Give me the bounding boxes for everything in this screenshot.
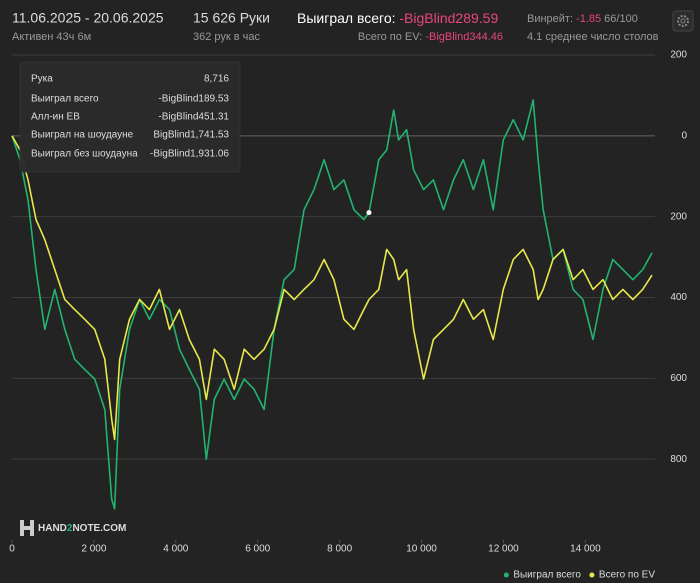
hands: 15 626 Руки bbox=[193, 10, 270, 26]
ev-label: Всего по EV: bbox=[358, 31, 425, 43]
y-tick-label: 800 bbox=[670, 454, 687, 465]
winrate-unit: 66/100 bbox=[604, 13, 638, 25]
tooltip-label: Алл-ин EB bbox=[31, 112, 80, 123]
y-tick-label: 400 bbox=[670, 292, 687, 303]
x-tick-label: 10 000 bbox=[406, 544, 437, 555]
tables: 4.1 среднее число столов bbox=[527, 31, 659, 43]
logo-part: 2 bbox=[67, 523, 73, 534]
hover-point bbox=[366, 210, 372, 216]
x-tick-label: 4 000 bbox=[163, 544, 188, 555]
legend-label: Всего по EV bbox=[599, 570, 655, 581]
x-tick-label: 14 000 bbox=[570, 544, 601, 555]
hands-per-hour: 362 рук в час bbox=[193, 31, 261, 43]
logo-text: HAND2NOTE.COM bbox=[38, 523, 126, 534]
logo: HAND2NOTE.COM bbox=[20, 520, 126, 536]
tooltip-label: Выиграл всего bbox=[31, 94, 99, 105]
tooltip-box bbox=[19, 61, 241, 173]
tooltip-value: 8,716 bbox=[204, 74, 229, 85]
ev-value: -BigBlind344.46 bbox=[425, 31, 503, 43]
plot bbox=[11, 54, 655, 543]
x-tick-label: 8 000 bbox=[327, 544, 352, 555]
settings-button[interactable] bbox=[672, 10, 694, 32]
date-range: 11.06.2025 - 20.06.2025 bbox=[12, 10, 164, 26]
x-tick-label: 6 000 bbox=[245, 544, 270, 555]
legend-label: Выиграл всего bbox=[513, 570, 581, 581]
won-label: Выиграл всего: bbox=[297, 10, 399, 26]
active-time: Активен 43ч 6м bbox=[12, 31, 91, 43]
legend-marker bbox=[503, 572, 509, 578]
tooltip-label: Выиграл на шоудауне bbox=[31, 130, 134, 141]
x-tick-label: 0 bbox=[9, 544, 15, 555]
winrate-value: -1.85 bbox=[576, 13, 601, 25]
tooltip-value: -BigBlind189.53 bbox=[158, 94, 229, 105]
tooltip-label: Рука bbox=[31, 74, 53, 85]
y-tick-label: 200 bbox=[670, 211, 687, 222]
tooltip-value: BigBlind1,741.53 bbox=[153, 130, 229, 141]
winrate: Винрейт: -1.85 66/100 bbox=[527, 13, 638, 25]
logo-part: NOTE.COM bbox=[72, 523, 126, 534]
tooltip-label: Выиграл без шоудауна bbox=[31, 148, 138, 160]
won-value: -BigBlind289.59 bbox=[399, 10, 498, 26]
ev-total: Всего по EV: -BigBlind344.46 bbox=[358, 31, 503, 43]
y-tick-label: 600 bbox=[670, 373, 687, 384]
tooltip-value: -BigBlind451.31 bbox=[158, 112, 229, 123]
tooltip-value: -BigBlind1,931.06 bbox=[150, 149, 229, 160]
tooltip: Рука 8,716 Выиграл всего -BigBlind189.53 Алл… bbox=[19, 61, 241, 173]
series-line bbox=[11, 99, 653, 510]
y-tick-label: 0 bbox=[681, 130, 687, 141]
x-tick-label: 2 000 bbox=[81, 544, 106, 555]
winrate-label: Винрейт: bbox=[527, 13, 576, 25]
logo-part: HAND bbox=[38, 523, 67, 534]
y-tick-label: 200 bbox=[670, 50, 687, 61]
series-line bbox=[11, 135, 653, 441]
won-total: Выиграл всего: -BigBlind289.59 bbox=[297, 10, 498, 26]
legend-marker bbox=[589, 572, 595, 578]
x-tick-label: 12 000 bbox=[488, 544, 519, 555]
